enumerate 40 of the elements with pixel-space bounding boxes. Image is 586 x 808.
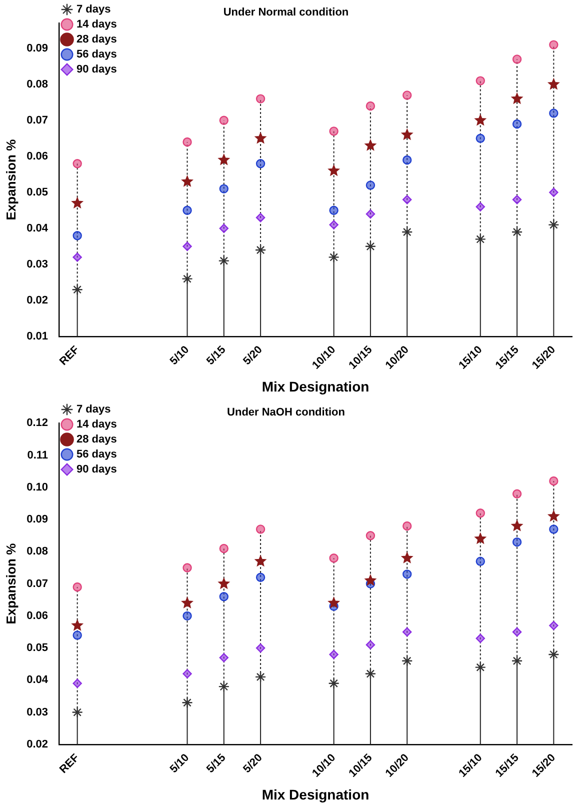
y-tick-label: 0.05 [26, 642, 48, 654]
y-tick-label: 0.02 [26, 294, 48, 306]
y-tick-label: 0.09 [26, 42, 48, 54]
y-tick-label: 0.06 [26, 150, 48, 162]
x-tick-label: 5/10 [168, 344, 192, 368]
y-tick-label: 0.09 [26, 514, 48, 526]
x-tick-label: 5/20 [241, 344, 265, 368]
legend-label: 14 days [76, 418, 117, 431]
legend-label: 7 days [76, 4, 111, 16]
x-axis-title: Mix Designation [262, 786, 370, 802]
y-tick-label: 0.08 [26, 546, 48, 558]
y-axis-title: Expansion % [3, 542, 18, 624]
y-tick-label: 0.12 [26, 417, 48, 430]
legend-label: 28 days [76, 34, 117, 46]
y-tick-label: 0.03 [26, 706, 48, 718]
legend-label: 56 days [76, 448, 117, 461]
y-tick-label: 0.01 [26, 330, 48, 342]
legend-label: 28 days [76, 434, 117, 446]
legend-label: 90 days [76, 64, 117, 76]
y-tick-label: 0.10 [26, 481, 48, 494]
x-tick-label: 5/10 [168, 752, 192, 776]
y-tick-label: 0.06 [26, 610, 48, 622]
y-tick-label: 0.03 [26, 258, 48, 270]
y-tick-label: 0.04 [26, 222, 49, 234]
y-axis-title: Expansion % [3, 138, 18, 220]
legend-label: 7 days [76, 404, 111, 416]
x-tick-label: 5/20 [241, 752, 265, 776]
y-tick-label: 0.05 [26, 186, 48, 198]
y-tick-label: 0.07 [26, 114, 48, 126]
y-tick-label: 0.08 [26, 78, 48, 90]
chart-title: Under Normal condition [223, 6, 349, 19]
y-tick-label: 0.04 [26, 674, 49, 686]
legend-label: 90 days [76, 464, 117, 476]
x-axis-title: Mix Designation [262, 378, 370, 394]
chart-title: Under NaOH condition [227, 406, 346, 419]
y-tick-label: 0.07 [26, 578, 48, 590]
y-tick-label: 0.11 [27, 449, 48, 462]
legend-label: 14 days [76, 18, 117, 31]
legend-label: 56 days [76, 48, 117, 61]
y-tick-label: 0.02 [26, 738, 48, 750]
